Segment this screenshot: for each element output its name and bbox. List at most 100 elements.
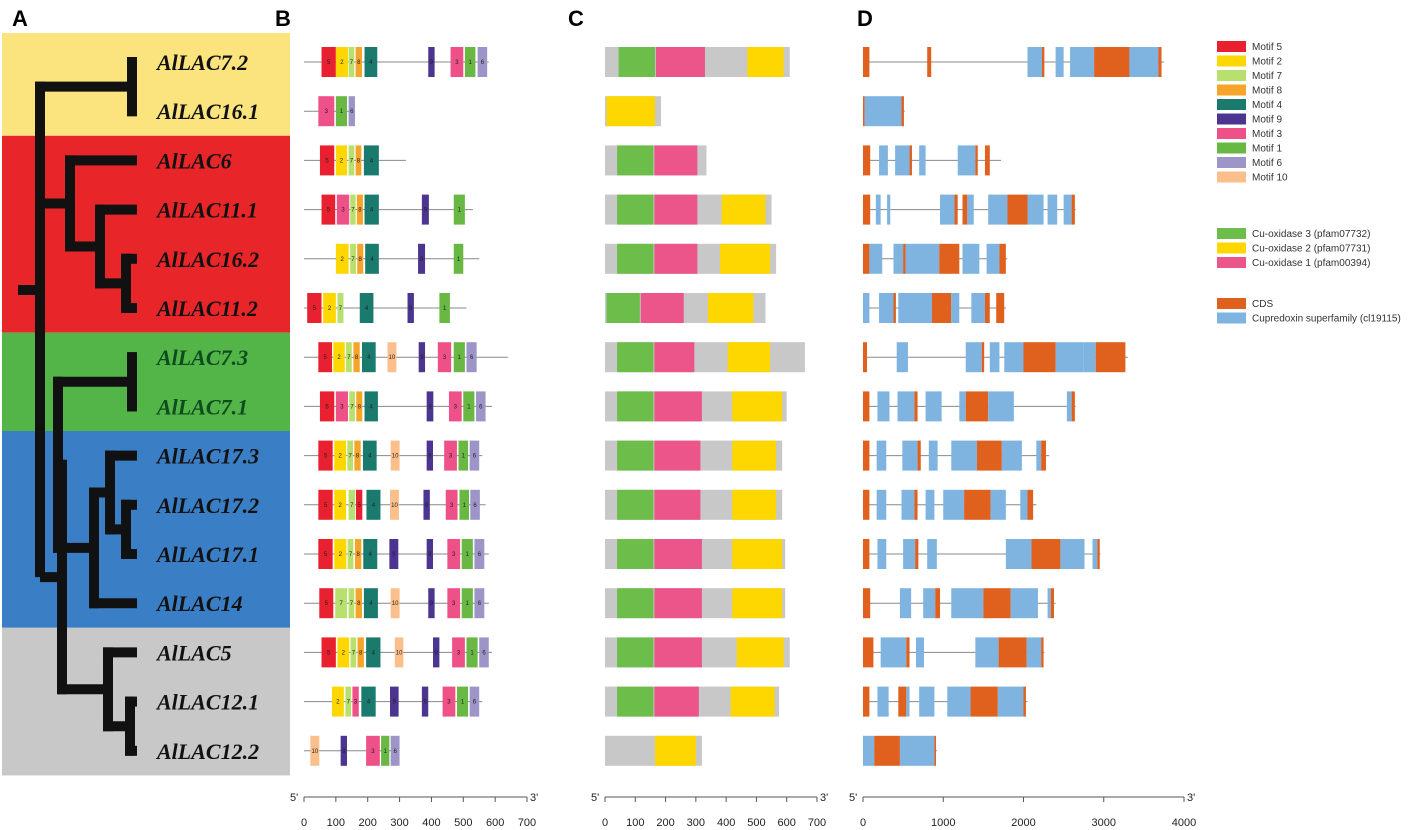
exon-cup-box <box>897 391 915 422</box>
motif-number: 8 <box>357 158 361 164</box>
motif-axis-tick-label: 700 <box>518 817 536 829</box>
exon-cup-box <box>947 686 971 717</box>
motif-8-box <box>355 588 362 619</box>
exon-cds-box <box>914 489 918 520</box>
exon-cup-box <box>1060 539 1085 569</box>
motif-axis-tick-label: 0 <box>301 817 307 829</box>
exon-cds-box <box>939 243 960 274</box>
motif-number: 6 <box>393 749 397 755</box>
motif-number: 3 <box>449 454 453 460</box>
motif-9-box <box>433 637 440 668</box>
motif-number: 7 <box>351 257 355 263</box>
exon-cup-box <box>1055 47 1064 77</box>
motif-number: 3 <box>325 109 329 115</box>
motif-legend-label: Motif 8 <box>1252 86 1282 97</box>
motif-4-box <box>363 145 379 176</box>
domain-cu2-box <box>732 391 783 422</box>
domain-cu1-box <box>654 194 698 225</box>
domain-cu3-box <box>617 489 654 520</box>
gene-label: AlLAC11.1 <box>155 198 258 223</box>
domain-legend-swatch <box>1217 257 1246 268</box>
motif-number: 6 <box>482 650 486 656</box>
motif-number: 4 <box>367 700 371 706</box>
exon-cup-box <box>879 293 894 323</box>
motif-5-box <box>319 588 334 619</box>
exon-cup-box <box>1010 588 1038 619</box>
motif-4-box <box>361 686 376 717</box>
motif-1-box <box>459 489 470 520</box>
motif-3-box <box>450 47 464 77</box>
motif-number: 9 <box>435 650 439 656</box>
motif-4-box <box>361 342 376 373</box>
exon-cup-box <box>876 489 887 520</box>
motif-number: 8 <box>357 60 361 66</box>
motif-9-box <box>340 735 348 766</box>
motif-number: 2 <box>336 700 340 706</box>
motif-1-box <box>453 342 465 373</box>
motif-number: 3 <box>340 404 344 410</box>
motif-number: 10 <box>396 650 403 656</box>
motif-6-box <box>469 686 480 717</box>
motif-number: 4 <box>369 60 373 66</box>
exon-cup-box <box>1047 194 1058 225</box>
motif-number: 1 <box>466 552 470 558</box>
motif-legend-swatch <box>1217 171 1246 183</box>
exon-cup-box <box>877 686 889 717</box>
motif-number: 9 <box>420 355 424 361</box>
motif-number: 4 <box>369 601 373 607</box>
exon-cup-box <box>1083 342 1096 373</box>
motif-number: 2 <box>338 454 342 460</box>
motif-number: 9 <box>392 552 396 558</box>
motif-legend-label: Motif 10 <box>1252 173 1288 184</box>
motif-axis-5prime: 5' <box>290 792 298 804</box>
exon-cup-box <box>943 489 965 520</box>
exon-cup-box <box>1001 440 1022 471</box>
exon-cds-box <box>863 342 868 373</box>
exon-cup-box <box>1063 194 1072 225</box>
motif-number: 10 <box>389 355 396 361</box>
motif-number: 3 <box>447 700 451 706</box>
motif-7-box <box>346 342 352 373</box>
motif-4-box <box>365 243 379 274</box>
motif-legend-label: Motif 6 <box>1252 158 1282 169</box>
motif-number: 1 <box>461 700 465 706</box>
panel-b-label: B <box>275 6 291 31</box>
exon-cup-box <box>1092 539 1098 569</box>
exon-cup-box <box>869 243 883 274</box>
motif-4-box <box>362 440 377 471</box>
exon-cup-box <box>951 588 984 619</box>
motif-number: 5 <box>327 60 331 66</box>
motif-number: 1 <box>468 60 472 66</box>
motif-number: 7 <box>350 158 354 164</box>
exon-cup-box <box>906 686 910 717</box>
gene-label: AlLAC17.3 <box>155 444 259 469</box>
clade-red-background <box>2 135 290 333</box>
domain-cu2-box <box>732 539 783 569</box>
exon-cds-box <box>975 145 978 176</box>
motif-10-box <box>394 637 404 668</box>
exon-cup-box <box>1026 637 1042 668</box>
exon-cup-box <box>1055 342 1084 373</box>
exon-cds-box <box>915 539 919 569</box>
motif-6-box <box>474 588 485 619</box>
panel-d-label: D <box>857 6 873 31</box>
motif-4-box <box>359 293 374 323</box>
exon-cds-box <box>898 686 907 717</box>
motif-number: 9 <box>342 749 346 755</box>
exon-cup-box <box>863 735 875 766</box>
motif-3-box <box>445 489 458 520</box>
motif-legend-label: Motif 3 <box>1252 129 1282 140</box>
motif-legend-swatch <box>1217 99 1246 110</box>
motif-1-box <box>453 243 464 274</box>
motif-5-box <box>319 391 335 422</box>
domain-cu1-box <box>654 342 695 373</box>
exon-cup-box <box>915 637 924 668</box>
motif-number: 7 <box>350 503 354 509</box>
motif-number: 9 <box>409 306 413 312</box>
exon-cds-box <box>927 47 932 77</box>
motif-number: 2 <box>337 355 341 361</box>
motif-number: 2 <box>328 306 332 312</box>
clade-blue-background <box>2 431 290 628</box>
motif-6-box <box>474 539 485 569</box>
exon-cup-box <box>1129 47 1159 77</box>
